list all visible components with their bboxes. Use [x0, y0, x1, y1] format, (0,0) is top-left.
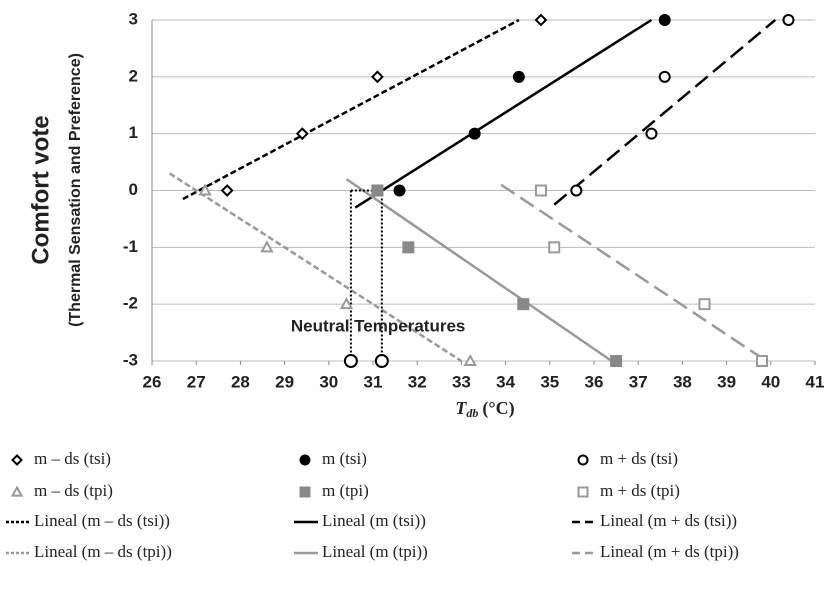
legend-label: Lineal (m – ds (tpi)) — [34, 542, 172, 561]
marker — [260, 240, 274, 253]
legend-label: m – ds (tsi) — [34, 449, 111, 468]
x-tick-label: 38 — [673, 372, 692, 391]
y-tick-label: -2 — [123, 294, 138, 313]
x-tick-label: 27 — [187, 372, 206, 391]
x-unit: (°C) — [482, 398, 514, 419]
marker — [468, 127, 481, 140]
marker — [220, 184, 234, 197]
marker — [517, 298, 530, 311]
marker — [698, 298, 711, 311]
marker — [402, 241, 415, 254]
legend-label: m + ds (tsi) — [600, 449, 678, 468]
x-tick-label: 29 — [275, 372, 294, 391]
marker — [299, 486, 311, 498]
marker — [534, 13, 548, 27]
marker — [339, 297, 354, 310]
trendline — [182, 18, 520, 201]
marker — [299, 454, 311, 466]
annotation: Neutral Temperatures — [291, 316, 465, 335]
legend-label: Lineal (m + ds (tsi)) — [600, 511, 737, 530]
marker — [534, 184, 547, 197]
legend-label: Lineal (m – ds (tsi)) — [34, 511, 170, 530]
legend-label: m – ds (tpi) — [34, 481, 113, 500]
y-axis-subtitle: (Thermal Sensation and Preference) — [67, 53, 84, 327]
y-tick-label: -1 — [123, 237, 138, 256]
marker — [393, 184, 406, 197]
x-tick-label: 36 — [585, 372, 604, 391]
legend-label: m + ds (tpi) — [600, 481, 680, 500]
marker — [570, 184, 583, 197]
marker — [343, 354, 358, 368]
x-tick-label: 31 — [364, 372, 383, 391]
trendline — [500, 183, 768, 363]
x-tick-label: 40 — [761, 372, 780, 391]
x-tick-label: 30 — [319, 372, 338, 391]
x-tick-label: 37 — [629, 372, 648, 391]
x-tick-label: 26 — [143, 372, 162, 391]
marker — [658, 14, 671, 26]
x-tick-label: 41 — [806, 372, 825, 391]
marker — [658, 70, 671, 83]
x-tick-label: 35 — [540, 372, 559, 391]
marker — [610, 355, 623, 367]
x-tick-label: 32 — [408, 372, 427, 391]
marker — [577, 486, 589, 498]
x-axis-title: Tdb (°C) — [455, 398, 514, 420]
x-subscript: db — [466, 406, 478, 420]
x-tick-label: 34 — [496, 372, 515, 391]
marker — [577, 454, 589, 466]
x-tick-label: 33 — [452, 372, 471, 391]
marker — [755, 355, 768, 367]
trendline — [553, 19, 777, 206]
marker — [782, 14, 795, 26]
trendline — [354, 18, 653, 209]
legend-label: Lineal (m (tsi)) — [322, 511, 426, 530]
y-tick-label: 3 — [129, 9, 138, 28]
marker — [10, 485, 24, 497]
marker — [198, 183, 212, 196]
x-tick-label: 39 — [717, 372, 736, 391]
marker — [548, 241, 561, 254]
marker — [374, 354, 389, 368]
legend-label: m (tsi) — [322, 449, 367, 468]
x-tick-label: 28 — [231, 372, 250, 391]
legend-label: m (tpi) — [322, 481, 369, 500]
marker — [512, 70, 525, 83]
marker — [463, 353, 477, 366]
marker — [11, 454, 23, 466]
marker — [645, 127, 658, 140]
y-axis-title: Comfort vote — [27, 115, 54, 264]
y-tick-label: 2 — [129, 66, 138, 85]
legend-label: Lineal (m + ds (tpi)) — [600, 542, 739, 561]
y-tick-label: -3 — [123, 350, 138, 369]
marker — [371, 184, 384, 197]
y-tick-label: 1 — [129, 123, 138, 142]
marker — [371, 70, 384, 84]
x-symbol: T — [455, 398, 467, 418]
trendline — [345, 178, 613, 363]
legend-label: Lineal (m (tpi)) — [322, 542, 428, 561]
y-tick-label: 0 — [129, 180, 138, 199]
trendline — [169, 172, 463, 363]
marker — [295, 127, 309, 141]
